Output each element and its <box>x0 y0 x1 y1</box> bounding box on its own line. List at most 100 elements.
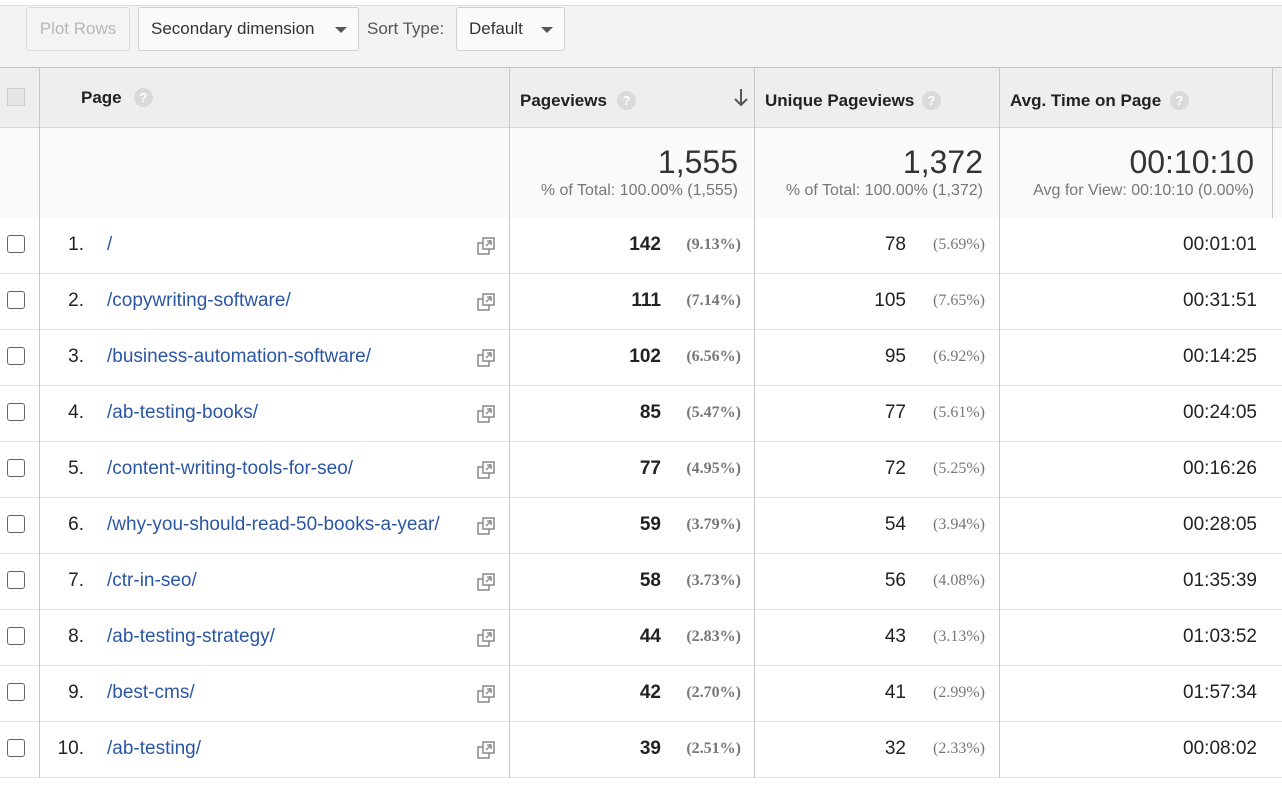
open-page-icon[interactable] <box>476 684 496 704</box>
row-index: 9. <box>68 682 84 703</box>
avg-time-on-page-value: 01:35:39 <box>1183 570 1257 591</box>
row-checkbox[interactable] <box>7 571 25 589</box>
pageviews-value: 39 <box>639 738 661 759</box>
pageviews-percent: (4.95%) <box>686 460 741 477</box>
total-pageviews: 1,555 <box>657 144 738 180</box>
pageviews-value: 142 <box>629 234 661 255</box>
unique-pageviews-percent: (5.61%) <box>933 404 985 421</box>
help-icon[interactable]: ? <box>922 91 941 110</box>
total-unique-pageviews-share: % of Total: 100.00% (1,372) <box>785 182 983 199</box>
page-link[interactable]: /business-automation-software/ <box>107 346 372 367</box>
unique-pageviews-percent: (7.65%) <box>933 292 985 309</box>
avg-time-on-page-value: 01:57:34 <box>1183 682 1257 703</box>
page-link[interactable]: /ab-testing/ <box>107 738 201 759</box>
pageviews-value: 58 <box>639 570 661 591</box>
page-link[interactable]: /ctr-in-seo/ <box>107 570 197 591</box>
unique-pageviews-percent: (6.92%) <box>933 348 985 365</box>
avg-time-on-page-value: 00:01:01 <box>1183 234 1257 255</box>
table-row: 4. /ab-testing-books/85 (5.47%) 77 (5.61%) 00… <box>0 386 1282 442</box>
row-index: 1. <box>68 234 84 255</box>
table-row: 6. /why-you-should-read-50-books-a-year/5… <box>0 498 1282 554</box>
open-page-icon[interactable] <box>476 516 496 536</box>
column-header-pageviews[interactable]: Pageviews <box>520 91 607 110</box>
secondary-dimension-label: Secondary dimension <box>151 19 315 38</box>
row-index: 10. <box>57 738 84 759</box>
help-icon[interactable]: ? <box>617 91 636 110</box>
open-page-icon[interactable] <box>476 404 496 424</box>
open-page-icon[interactable] <box>476 348 496 368</box>
unique-pageviews-value: 56 <box>884 570 906 591</box>
pageviews-percent: (7.14%) <box>686 292 741 309</box>
page-link[interactable]: /ab-testing-books/ <box>107 402 259 423</box>
pageviews-percent: (9.13%) <box>686 236 741 253</box>
pageviews-value: 102 <box>629 346 661 367</box>
row-checkbox[interactable] <box>7 291 25 309</box>
table-row: 8. /ab-testing-strategy/44 (2.83%) 43 (3.13%… <box>0 610 1282 666</box>
column-header-avg-time-on-page[interactable]: Avg. Time on Page <box>1010 91 1162 110</box>
sort-type-label: Sort Type: <box>367 19 445 38</box>
avg-time-on-page-value: 00:14:25 <box>1183 346 1257 367</box>
page-link[interactable]: /ab-testing-strategy/ <box>107 626 275 647</box>
row-checkbox[interactable] <box>7 459 25 477</box>
page-link[interactable]: /why-you-should-read-50-books-a-year/ <box>107 514 440 535</box>
column-divider <box>509 67 510 778</box>
open-page-icon[interactable] <box>476 236 496 256</box>
unique-pageviews-value: 77 <box>884 402 906 423</box>
avg-time-on-page-value: 00:08:02 <box>1183 738 1257 759</box>
table-row: 5. /content-writing-tools-for-seo/77 (4.95… <box>0 442 1282 498</box>
table-row: 1. / 142 (9.13%) 78 (5.69%) 00:01:01 <box>0 218 1282 274</box>
column-divider <box>754 67 755 778</box>
unique-pageviews-value: 78 <box>884 234 906 255</box>
row-checkbox[interactable] <box>7 683 25 701</box>
help-icon[interactable]: ? <box>1170 91 1189 110</box>
pageviews-percent: (6.56%) <box>686 348 741 365</box>
avg-time-on-page-value: 00:28:05 <box>1183 514 1257 535</box>
pageviews-value: 42 <box>639 682 661 703</box>
open-page-icon[interactable] <box>476 628 496 648</box>
pageviews-percent: (3.79%) <box>686 516 741 533</box>
row-checkbox[interactable] <box>7 235 25 253</box>
plot-rows-button[interactable]: Plot Rows <box>26 7 130 51</box>
pageviews-percent: (2.83%) <box>686 628 741 645</box>
row-checkbox[interactable] <box>7 403 25 421</box>
sort-type-dropdown[interactable]: Default <box>456 7 565 51</box>
secondary-dimension-dropdown[interactable]: Secondary dimension <box>138 7 359 51</box>
open-page-icon[interactable] <box>476 292 496 312</box>
column-header-page[interactable]: Page <box>81 88 122 107</box>
column-divider <box>999 67 1000 778</box>
open-page-icon[interactable] <box>476 460 496 480</box>
row-index: 7. <box>68 570 84 591</box>
select-all-checkbox[interactable] <box>7 88 25 106</box>
pageviews-value: 59 <box>639 514 661 535</box>
row-index: 2. <box>68 290 84 311</box>
row-checkbox[interactable] <box>7 347 25 365</box>
avg-for-view: Avg for View: 00:10:10 (0.00%) <box>1033 182 1254 199</box>
row-index: 6. <box>68 514 84 535</box>
unique-pageviews-percent: (2.33%) <box>933 740 985 757</box>
row-checkbox[interactable] <box>7 627 25 645</box>
help-icon[interactable]: ? <box>134 88 153 107</box>
page-link[interactable]: /content-writing-tools-for-seo/ <box>107 458 354 479</box>
table-row: 9. /best-cms/42 (2.70%) 41 (2.99%) 01:57:34 <box>0 666 1282 722</box>
total-unique-pageviews: 1,372 <box>902 144 983 180</box>
unique-pageviews-value: 41 <box>884 682 906 703</box>
page-link[interactable]: /best-cms/ <box>107 682 195 703</box>
table-row: 10. /ab-testing/39 (2.51%) 32 (2.33%) 00:08:0… <box>0 722 1282 778</box>
page-link[interactable]: / <box>107 234 113 255</box>
page-link[interactable]: /copywriting-software/ <box>107 290 291 311</box>
unique-pageviews-value: 95 <box>884 346 906 367</box>
row-checkbox[interactable] <box>7 739 25 757</box>
row-checkbox[interactable] <box>7 515 25 533</box>
open-page-icon[interactable] <box>476 740 496 760</box>
column-header-unique-pageviews[interactable]: Unique Pageviews <box>765 91 915 110</box>
sort-descending-arrow-icon[interactable] <box>732 87 750 109</box>
open-page-icon[interactable] <box>476 572 496 592</box>
column-divider <box>39 67 40 778</box>
table-row: 3. /business-automation-software/102 (6.56… <box>0 330 1282 386</box>
row-index: 4. <box>68 402 84 423</box>
unique-pageviews-value: 32 <box>884 738 906 759</box>
pageviews-percent: (3.73%) <box>686 572 741 589</box>
avg-time-on-page-value: 00:31:51 <box>1183 290 1257 311</box>
caret-down-icon <box>335 27 347 33</box>
row-index: 8. <box>68 626 84 647</box>
